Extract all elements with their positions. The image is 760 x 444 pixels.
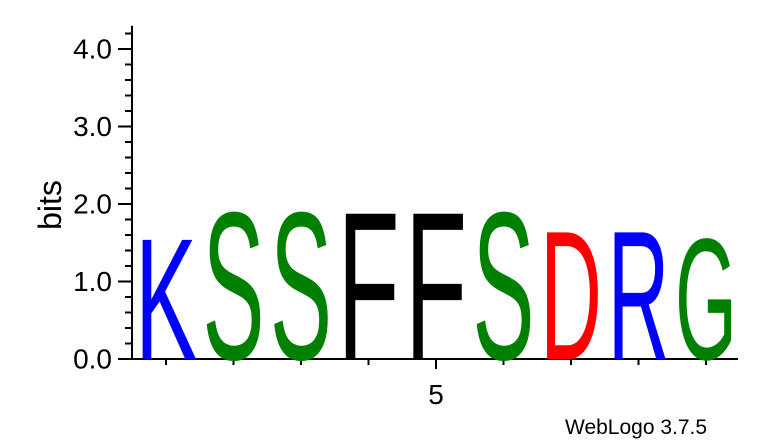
logo-letter-s: S xyxy=(203,167,265,404)
x-tick-label: 5 xyxy=(428,379,444,410)
y-axis-title: bits xyxy=(32,180,68,230)
y-tick-label: 2.0 xyxy=(73,189,112,220)
x-axis: 5 xyxy=(132,358,738,410)
y-tick-label: 4.0 xyxy=(73,34,112,65)
logo-letter-s: S xyxy=(473,167,535,404)
logo-letter-f: F xyxy=(338,169,400,405)
logo-letter-k: K xyxy=(135,203,197,396)
logo-letter-f: F xyxy=(405,169,467,405)
y-axis: 0.0 1.0 2.0 3.0 4.0 xyxy=(73,25,133,375)
logo-letter-d: D xyxy=(540,194,602,399)
logo-letter-r: R xyxy=(608,194,670,399)
y-tick-label: 0.0 xyxy=(73,344,112,375)
y-tick-label: 1.0 xyxy=(73,266,112,297)
logo-letter-g: G xyxy=(675,202,737,396)
logo-letter-s: S xyxy=(270,167,332,404)
weblogo-credit: WebLogo 3.7.5 xyxy=(565,416,707,439)
y-tick-label: 3.0 xyxy=(73,111,112,142)
